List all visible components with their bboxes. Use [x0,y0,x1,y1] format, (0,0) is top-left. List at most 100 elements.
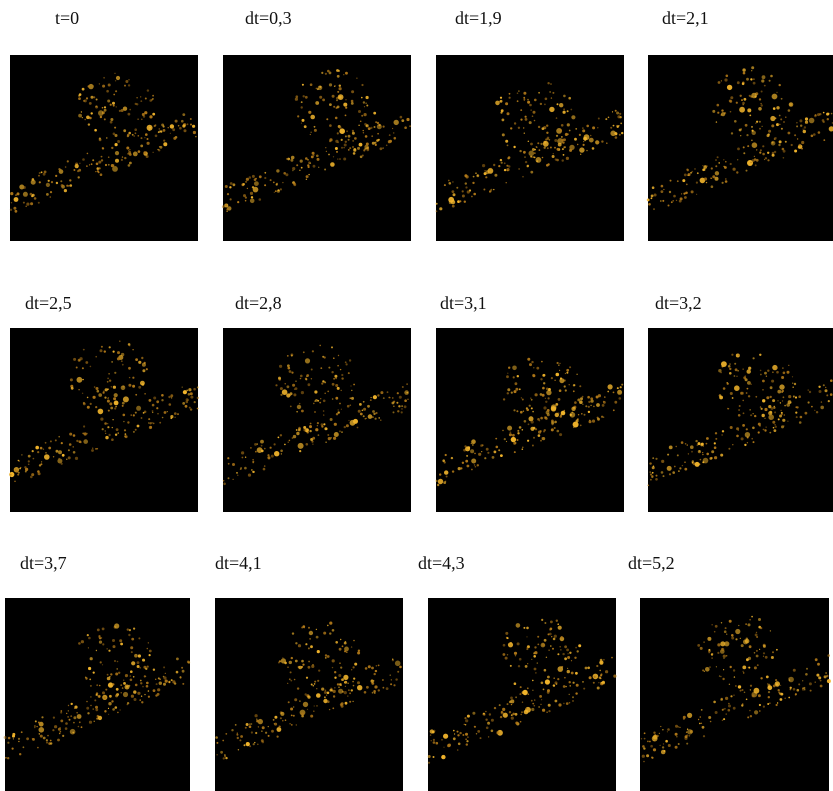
fluorescent-spot [781,389,784,393]
fluorescent-spot [734,362,737,365]
fluorescent-spot [132,430,135,433]
fluorescent-spot [329,418,333,421]
fluorescent-spot [305,676,309,679]
fluorescent-spot [313,128,317,132]
fluorescent-spot [817,662,820,666]
fluorescent-spot [601,404,605,407]
fluorescent-spot [222,739,225,742]
fluorescent-spot [762,389,764,391]
fluorescent-spot [508,711,512,714]
fluorescent-spot [781,376,785,379]
fluorescent-spot [546,711,548,713]
fluorescent-spot [735,685,737,687]
fluorescent-spot [237,749,240,751]
fluorescent-spot [337,90,340,93]
fluorescent-spot [229,182,233,185]
fluorescent-spot [362,132,365,134]
fluorescent-spot [509,431,512,434]
fluorescent-spot [753,78,755,81]
fluorescent-spot [703,641,705,643]
fluorescent-spot [702,453,704,456]
fluorescent-spot [561,159,564,162]
fluorescent-spot [697,442,701,446]
fluorescent-spot [714,624,718,628]
fluorescent-spot [583,141,585,143]
fluorescent-spot [290,656,293,660]
fluorescent-spot [96,167,100,170]
fluorescent-spot [747,716,750,719]
fluorescent-spot [515,696,517,699]
fluorescent-spot [128,383,132,387]
fluorescent-spot [92,85,94,87]
fluorescent-spot [87,712,90,715]
fluorescent-spot [192,130,196,135]
fluorescent-spot [345,363,348,366]
fluorescent-spot [582,403,584,405]
fluorescent-spot [767,703,770,705]
fluorescent-spot [484,457,487,460]
fluorescent-spot [723,630,727,633]
fluorescent-spot [655,457,658,460]
fluorescent-spot [58,732,61,735]
fluorescent-spot [145,155,149,158]
fluorescent-spot [89,116,92,120]
fluorescent-spot [596,403,600,407]
fluorescent-spot [312,154,315,157]
fluorescent-spot [530,155,533,158]
fluorescent-spot [196,407,199,410]
fluorescent-spot [146,124,153,131]
fluorescent-spot [359,155,363,159]
fluorescent-spot [344,640,347,643]
fluorescent-spot [667,728,670,731]
fluorescent-spot [803,126,807,129]
fluorescent-spot [507,156,511,159]
fluorescent-spot [234,724,237,726]
fluorescent-spot [232,478,234,480]
fluorescent-spot [347,138,350,141]
fluorescent-spot [583,136,587,141]
fluorescent-spot [518,426,522,429]
fluorescent-spot [158,149,161,152]
fluorescent-spot [761,75,766,80]
fluorescent-spot [344,361,347,364]
fluorescent-spot [776,91,778,94]
fluorescent-spot [809,689,812,692]
fluorescent-spot [126,146,130,150]
fluorescent-spot [826,118,829,121]
fluorescent-spot [236,732,238,734]
fluorescent-spot [754,633,758,637]
fluorescent-spot [117,711,119,714]
fluorescent-spot [293,678,296,681]
fluorescent-spot [708,716,712,719]
fluorescent-spot [364,667,368,670]
fluorescent-spot [98,684,101,687]
fluorescent-spot [78,168,82,172]
fluorescent-spot [156,692,160,696]
fluorescent-spot [749,618,751,621]
fluorescent-spot [614,136,618,139]
fluorescent-spot [118,671,121,674]
fluorescent-spot [753,155,756,158]
fluorescent-spot [375,665,377,667]
fluorescent-spot [276,727,282,732]
fluorescent-spot [823,675,827,679]
fluorescent-spot [724,78,728,82]
fluorescent-spot [223,482,226,486]
fluorescent-spot [250,723,253,725]
fluorescent-spot [575,692,578,695]
fluorescent-spot [825,386,827,389]
fluorescent-spot [577,414,580,416]
fluorescent-spot [140,417,143,419]
fluorescent-spot [337,94,344,100]
fluorescent-spot [669,179,672,182]
fluorescent-spot [559,369,561,371]
fluorescent-spot [720,453,724,457]
fluorescent-spot [48,446,52,450]
fluorescent-spot [140,96,142,98]
fluorescent-spot [758,618,761,621]
fluorescent-spot [546,389,552,396]
fluorescent-spot [495,445,499,449]
fluorescent-spot [284,661,287,665]
fluorescent-spot [318,166,320,168]
fluorescent-spot [258,198,262,201]
